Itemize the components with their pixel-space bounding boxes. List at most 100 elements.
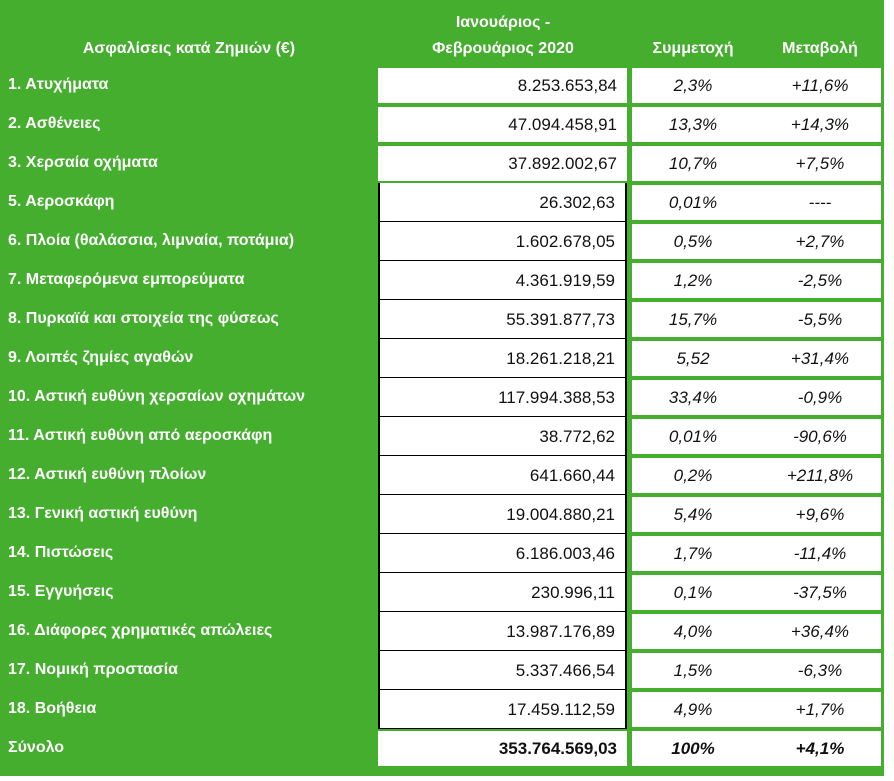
row-share: 4,0% xyxy=(673,622,713,641)
row-label: 9. Λοιπές ζημίες αγαθών xyxy=(8,349,194,366)
total-row: Σύνολο 353.764.569,03 100% +4,1% xyxy=(0,729,884,768)
row-share: 0,1% xyxy=(673,583,713,602)
row-label: 7. Μεταφερόμενα εμπορεύματα xyxy=(8,271,245,288)
table-row: 11. Αστική ευθύνη από αεροσκάφη 38.772,62… xyxy=(0,417,884,456)
row-value: 37.892.002,67 xyxy=(378,146,627,181)
row-change: -37,5% xyxy=(793,583,847,602)
row-label: 1. Ατυχήματα xyxy=(8,76,109,93)
row-change: +2,7% xyxy=(795,232,845,251)
table-row: 15. Εγγυήσεις 230.996,11 0,1% -37,5% xyxy=(0,573,884,612)
row-percent-cell: 5,4% +9,6% xyxy=(632,497,881,532)
row-change: -5,5% xyxy=(797,310,843,329)
row-label: 3. Χερσαία οχήματα xyxy=(8,154,158,171)
row-share: 5,4% xyxy=(673,505,713,524)
row-value: 8.253.653,84 xyxy=(378,68,627,103)
row-percent-cell: 1,7% -11,4% xyxy=(632,536,881,571)
row-value: 38.772,62 xyxy=(378,417,627,456)
row-value: 47.094.458,91 xyxy=(378,107,627,142)
table-row: 17. Νομική προστασία 5.337.466,54 1,5% -6,3… xyxy=(0,651,884,690)
row-label: 6. Πλοία (θαλάσσια, λιμναία, ποτάμια) xyxy=(8,232,295,249)
row-share: 100% xyxy=(671,739,715,758)
header-row: Ασφαλίσεις κατά Ζημιών (€) Ιανουάριος - … xyxy=(0,0,884,66)
row-share: 15,7% xyxy=(668,310,718,329)
row-label: 18. Βοήθεια xyxy=(8,700,97,717)
row-percent-cell: 0,01% ---- xyxy=(632,185,881,220)
table-row: 2. Ασθένειες 47.094.458,91 13,3% +14,3% xyxy=(0,105,884,144)
row-label: 12. Αστική ευθύνη πλοίων xyxy=(8,466,207,483)
header-period-line1: Ιανουάριος - xyxy=(455,14,551,31)
row-share: 0,01% xyxy=(668,193,718,212)
row-percent-cell: 2,3% +11,6% xyxy=(632,68,881,103)
row-percent-cell: 0,01% -90,6% xyxy=(632,419,881,454)
row-value: 13.987.176,89 xyxy=(378,612,627,651)
row-share: 2,3% xyxy=(673,76,713,95)
row-share: 33,4% xyxy=(668,388,718,407)
row-percent-cell: 5,52 +31,4% xyxy=(632,341,881,376)
header-period: Ιανουάριος - Φεβρουάριος 2020 xyxy=(378,10,628,62)
row-change: +11,6% xyxy=(791,76,849,95)
row-change: -0,9% xyxy=(797,388,843,407)
row-label: 2. Ασθένειες xyxy=(8,115,101,132)
row-percent-cell: 0,1% -37,5% xyxy=(632,575,881,610)
row-change: ---- xyxy=(808,193,832,212)
header-share: Συμμετοχή xyxy=(652,40,734,57)
table-row: 10. Αστική ευθύνη χερσαίων οχημάτων 117.9… xyxy=(0,378,884,417)
row-share: 10,7% xyxy=(668,154,718,173)
row-change: +7,5% xyxy=(795,154,845,173)
row-label: 15. Εγγυήσεις xyxy=(8,583,114,600)
row-percent-cell: 0,5% +2,7% xyxy=(632,224,881,259)
row-change: +211,8% xyxy=(786,466,854,485)
row-label: 8. Πυρκαϊά και στοιχεία της φύσεως xyxy=(8,310,279,327)
row-value: 6.186.003,46 xyxy=(378,534,627,573)
row-value: 55.391.877,73 xyxy=(378,300,627,339)
row-percent-cell: 100% +4,1% xyxy=(632,731,881,766)
row-value: 26.302,63 xyxy=(378,183,627,222)
row-label: 16. Διάφορες χρηματικές απώλειες xyxy=(8,622,273,639)
row-value: 4.361.919,59 xyxy=(378,261,627,300)
row-label: 13. Γενική αστική ευθύνη xyxy=(8,505,198,522)
row-value: 17.459.112,59 xyxy=(378,690,627,729)
table-row: 8. Πυρκαϊά και στοιχεία της φύσεως 55.391… xyxy=(0,300,884,339)
table-row: 13. Γενική αστική ευθύνη 19.004.880,21 5,4… xyxy=(0,495,884,534)
row-change: -90,6% xyxy=(793,427,847,446)
row-change: +1,7% xyxy=(795,700,845,719)
row-value: 353.764.569,03 xyxy=(378,731,627,766)
row-percent-cell: 10,7% +7,5% xyxy=(632,146,881,181)
row-label: 14. Πιστώσεις xyxy=(8,544,114,561)
row-change: +36,4% xyxy=(790,622,850,641)
row-percent-cell: 4,9% +1,7% xyxy=(632,692,881,727)
row-label: 5. Αεροσκάφη xyxy=(8,193,115,210)
row-label: 10. Αστική ευθύνη χερσαίων οχημάτων xyxy=(8,388,306,405)
table-row: 3. Χερσαία οχήματα 37.892.002,67 10,7% +7,5… xyxy=(0,144,884,183)
row-change: +31,4% xyxy=(790,349,850,368)
row-change: -11,4% xyxy=(793,544,847,563)
row-percent-cell: 4,0% +36,4% xyxy=(632,614,881,649)
row-share: 4,9% xyxy=(673,700,713,719)
row-share: 1,5% xyxy=(673,661,713,680)
row-percent-cell: 15,7% -5,5% xyxy=(632,302,881,337)
row-share: 5,52 xyxy=(676,349,710,368)
row-value: 18.261.218,21 xyxy=(378,339,627,378)
table-row: 5. Αεροσκάφη 26.302,63 0,01% ---- xyxy=(0,183,884,222)
table-row: 6. Πλοία (θαλάσσια, λιμναία, ποτάμια) 1.6… xyxy=(0,222,884,261)
row-percent-cell: 1,5% -6,3% xyxy=(632,653,881,688)
row-label: 11. Αστική ευθύνη από αεροσκάφη xyxy=(8,427,273,444)
row-share: 13,3% xyxy=(668,115,718,134)
table-row: 18. Βοήθεια 17.459.112,59 4,9% +1,7% xyxy=(0,690,884,729)
row-value: 19.004.880,21 xyxy=(378,495,627,534)
header-category: Ασφαλίσεις κατά Ζημιών (€) xyxy=(82,40,296,57)
row-value: 5.337.466,54 xyxy=(378,651,627,690)
row-value: 1.602.678,05 xyxy=(378,222,627,261)
table-row: 12. Αστική ευθύνη πλοίων 641.660,44 0,2% +2… xyxy=(0,456,884,495)
header-change: Μεταβολή xyxy=(782,40,858,57)
table-row: 9. Λοιπές ζημίες αγαθών 18.261.218,21 5,52… xyxy=(0,339,884,378)
header-period-line2: Φεβρουάριος 2020 xyxy=(432,40,574,57)
row-share: 0,01% xyxy=(668,427,718,446)
row-percent-cell: 0,2% +211,8% xyxy=(632,458,881,493)
table-row: 14. Πιστώσεις 6.186.003,46 1,7% -11,4% xyxy=(0,534,884,573)
row-share: 0,5% xyxy=(673,232,713,251)
row-percent-cell: 13,3% +14,3% xyxy=(632,107,881,142)
row-percent-cell: 33,4% -0,9% xyxy=(632,380,881,415)
row-change: -2,5% xyxy=(797,271,843,290)
